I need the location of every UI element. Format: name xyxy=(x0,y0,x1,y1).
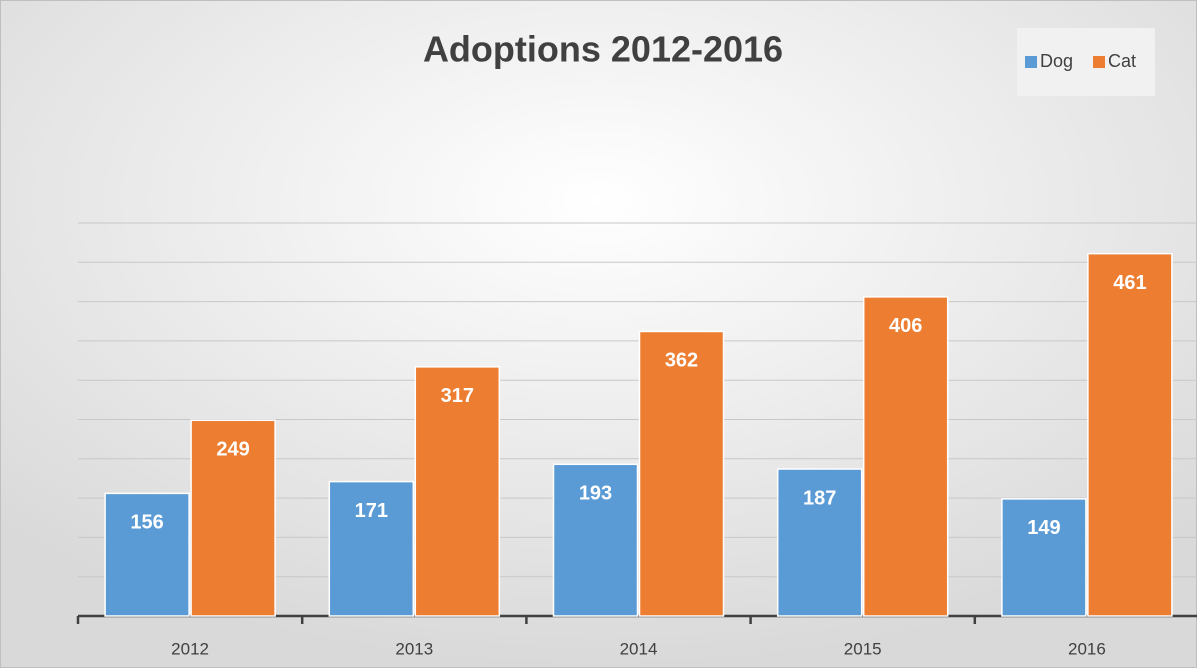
bar xyxy=(638,330,725,617)
bar xyxy=(414,366,501,617)
bar xyxy=(1001,498,1087,617)
x-tick-label: 2012 xyxy=(171,639,209,658)
bar xyxy=(190,419,276,617)
x-tick-label: 2014 xyxy=(620,639,658,658)
legend-label: Dog xyxy=(1040,51,1073,71)
x-tick-label: 2016 xyxy=(1068,639,1106,658)
data-label: 362 xyxy=(665,350,698,372)
bar xyxy=(104,492,190,617)
data-label: 156 xyxy=(130,512,163,534)
legend-box xyxy=(1017,28,1155,96)
legend-swatch xyxy=(1025,56,1037,68)
data-label: 461 xyxy=(1113,272,1146,294)
legend-swatch xyxy=(1093,56,1105,68)
bar xyxy=(552,463,639,617)
data-label: 193 xyxy=(579,483,612,505)
data-label: 406 xyxy=(889,315,922,337)
chart-title: Adoptions 2012-2016 xyxy=(423,29,783,70)
data-label: 171 xyxy=(355,500,388,522)
legend-label: Cat xyxy=(1108,51,1136,71)
x-tick-label: 2015 xyxy=(844,639,882,658)
data-label: 317 xyxy=(441,385,474,407)
bar xyxy=(862,296,949,617)
data-label: 149 xyxy=(1027,517,1060,539)
x-tick-label: 2013 xyxy=(395,639,433,658)
data-label: 187 xyxy=(803,487,836,509)
data-label: 249 xyxy=(216,439,249,461)
bar xyxy=(776,468,863,617)
bar xyxy=(328,480,415,617)
bar xyxy=(1087,252,1173,617)
